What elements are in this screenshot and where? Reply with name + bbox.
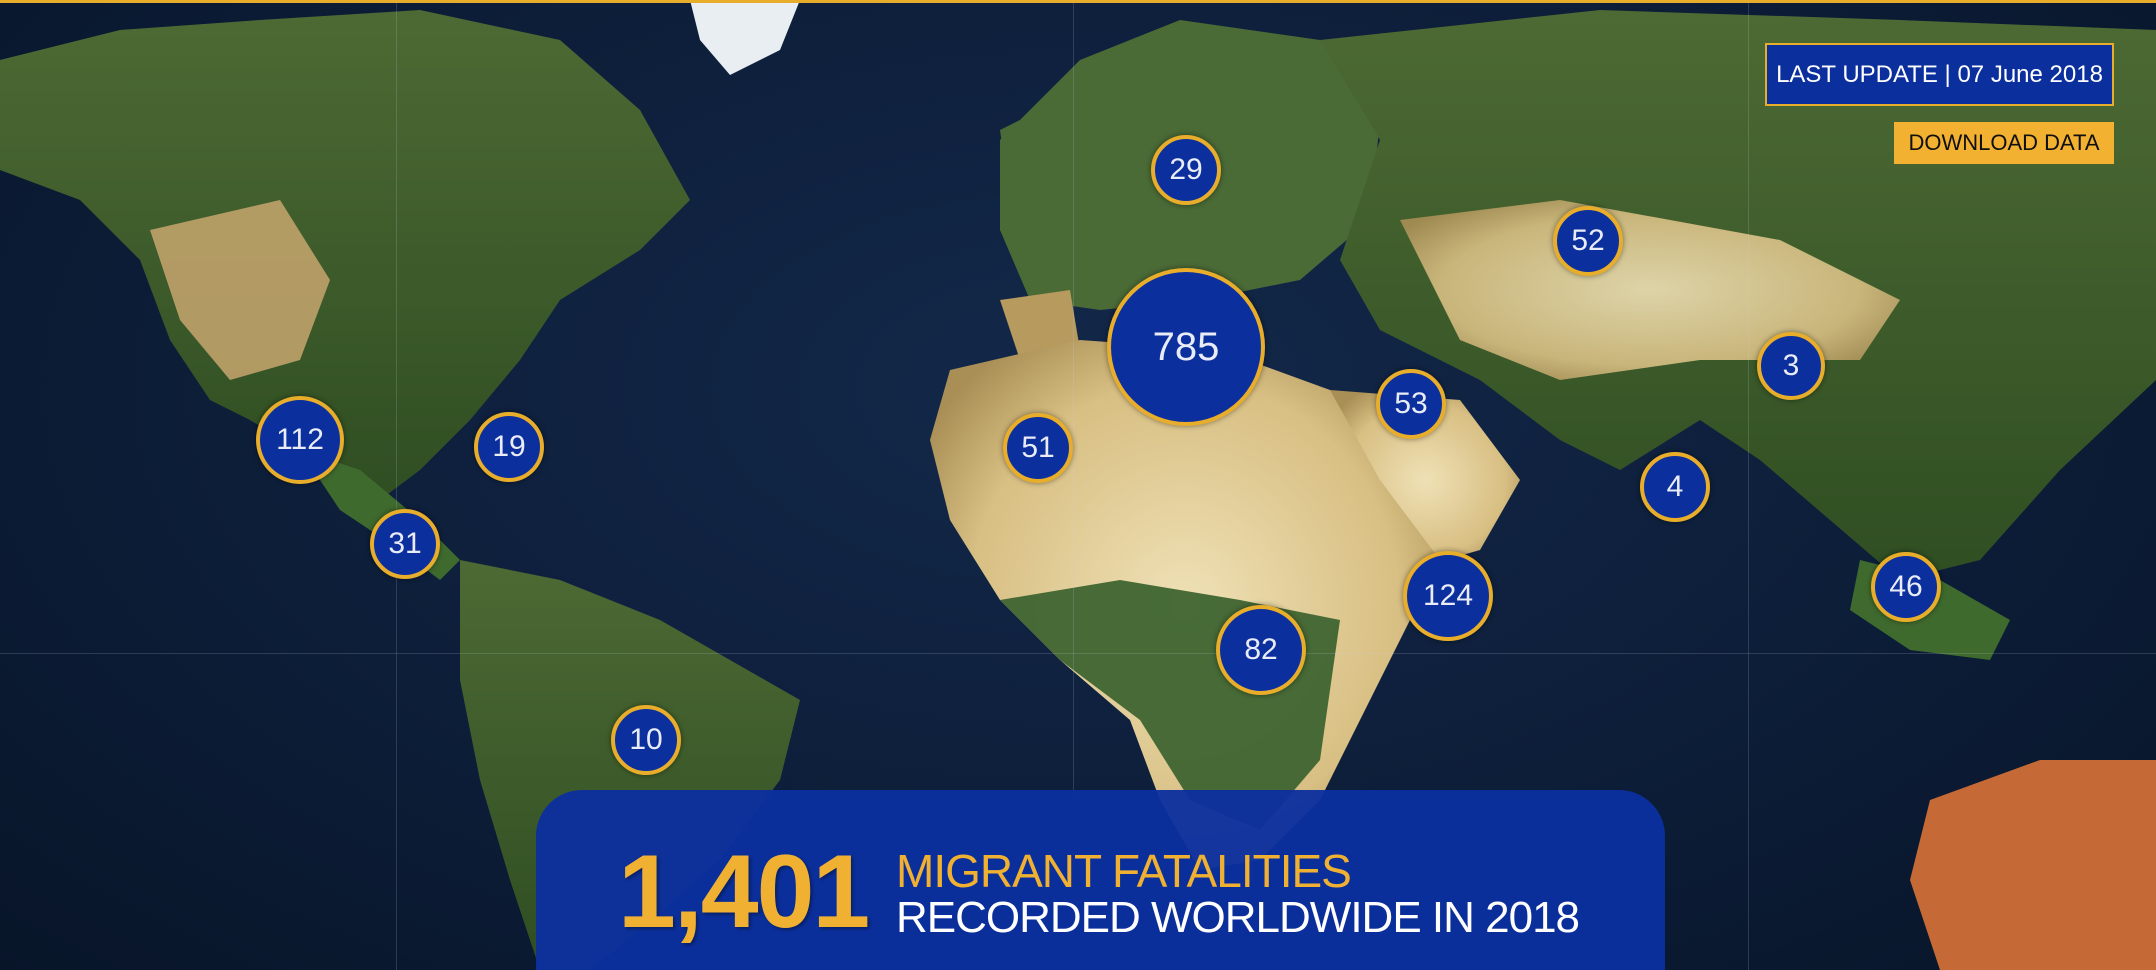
- cluster-marker[interactable]: 29: [1151, 135, 1221, 205]
- download-data-button[interactable]: DOWNLOAD DATA: [1894, 122, 2114, 164]
- cluster-marker[interactable]: 785: [1107, 268, 1265, 426]
- cluster-marker[interactable]: 3: [1757, 332, 1825, 400]
- cluster-marker[interactable]: 51: [1003, 413, 1073, 483]
- banner-subheading: RECORDED WORLDWIDE IN 2018: [896, 893, 1580, 942]
- fatalities-banner: 1,401 MIGRANT FATALITIES RECORDED WORLDW…: [536, 790, 1665, 970]
- cluster-marker[interactable]: 52: [1553, 206, 1623, 276]
- cluster-marker[interactable]: 53: [1376, 369, 1446, 439]
- fatalities-count: 1,401: [618, 834, 870, 950]
- north-america-landmass: [0, 10, 690, 500]
- cluster-marker[interactable]: 19: [474, 412, 544, 482]
- top-accent-line: [0, 0, 2156, 3]
- iberia-landmass: [1000, 290, 1080, 360]
- north-america-desert: [150, 200, 330, 380]
- cluster-marker[interactable]: 124: [1403, 551, 1493, 641]
- greenland-landmass: [690, 0, 800, 75]
- cluster-marker[interactable]: 4: [1640, 452, 1710, 522]
- banner-heading: MIGRANT FATALITIES: [896, 845, 1352, 897]
- cluster-marker[interactable]: 112: [256, 396, 344, 484]
- cluster-marker[interactable]: 10: [611, 705, 681, 775]
- uk-landmass: [1000, 110, 1050, 200]
- graticule-line: [1073, 0, 1074, 970]
- graticule-line: [0, 653, 2156, 654]
- cluster-marker[interactable]: 82: [1216, 605, 1306, 695]
- graticule-line: [396, 0, 397, 970]
- australia-landmass: [1910, 760, 2156, 970]
- arabian-peninsula: [1330, 390, 1520, 570]
- cluster-marker[interactable]: 46: [1871, 552, 1941, 622]
- cluster-marker[interactable]: 31: [370, 509, 440, 579]
- last-update-badge: LAST UPDATE | 07 June 2018: [1765, 43, 2114, 106]
- graticule-line: [1748, 0, 1749, 970]
